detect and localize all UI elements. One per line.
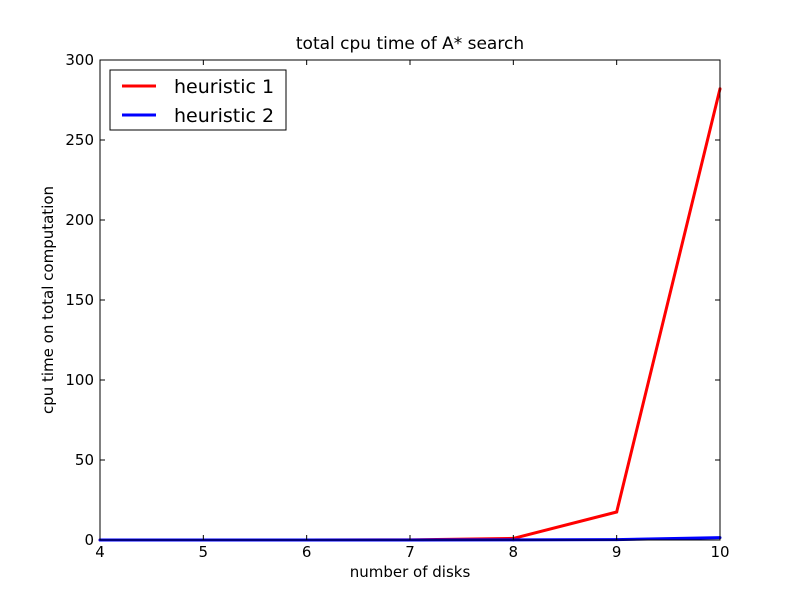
legend-label-heuristic-1: heuristic 1 [174,76,274,98]
data-point-heuristic-1-9 [615,510,619,514]
y-tick-label: 250 [65,131,94,149]
y-tick-label: 150 [65,291,94,309]
y-tick-label: 300 [65,51,94,69]
x-axis: 4 5 6 7 8 9 10 [95,60,730,561]
legend-box [109,69,287,131]
y-axis-label: cpu time on total computation [39,186,57,414]
x-tick-label: 7 [405,543,415,561]
legend: heuristic 1 heuristic 2 [109,69,287,131]
y-tick-label: 0 [84,531,94,549]
x-axis-label: number of disks [350,563,471,581]
y-tick-label: 100 [65,371,94,389]
x-tick-label: 10 [710,543,729,561]
legend-label-heuristic-2: heuristic 2 [174,105,274,127]
x-tick-label: 9 [612,543,622,561]
x-tick-label: 8 [509,543,519,561]
x-tick-label: 6 [302,543,312,561]
x-tick-label: 4 [95,543,105,561]
y-axis: 0 50 100 150 200 250 300 [65,51,720,549]
y-tick-label: 200 [65,211,94,229]
x-tick-label: 5 [199,543,209,561]
chart-title: total cpu time of A* search [296,34,524,54]
y-tick-label: 50 [75,451,94,469]
